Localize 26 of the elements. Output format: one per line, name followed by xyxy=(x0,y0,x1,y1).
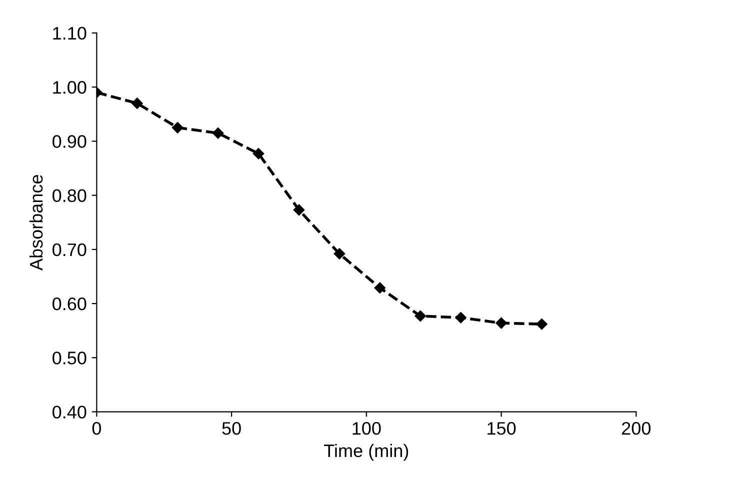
y-tick-label: 1.10 xyxy=(53,26,86,40)
y-tick-label: 0.50 xyxy=(52,352,86,364)
point xyxy=(132,98,143,109)
point xyxy=(414,310,426,322)
point xyxy=(455,312,466,324)
point xyxy=(334,248,346,260)
x-axis-title: Time (min) xyxy=(324,444,408,461)
x-tick-label: 50 xyxy=(222,422,241,435)
y-tick-label: 0.70 xyxy=(52,243,86,256)
point xyxy=(252,148,264,160)
point xyxy=(172,122,184,134)
y-tick-label: 0.60 xyxy=(52,298,86,310)
point xyxy=(536,318,548,330)
x-tick-label: 0 xyxy=(92,422,101,435)
point xyxy=(212,127,224,139)
y-tick-label: 0.90 xyxy=(52,135,86,148)
y-tick-label: 0.40 xyxy=(52,406,86,419)
point xyxy=(374,282,386,294)
point xyxy=(293,204,305,216)
x-tick-label: 100 xyxy=(352,422,381,435)
y-axis-title: Absorbance xyxy=(29,175,43,271)
x-tick-label: 150 xyxy=(488,422,516,435)
x-tick-label: 200 xyxy=(622,422,651,435)
y-tick-label: 0.80 xyxy=(52,189,86,202)
y-tick-label: 1.00 xyxy=(53,81,86,94)
point xyxy=(496,317,507,329)
